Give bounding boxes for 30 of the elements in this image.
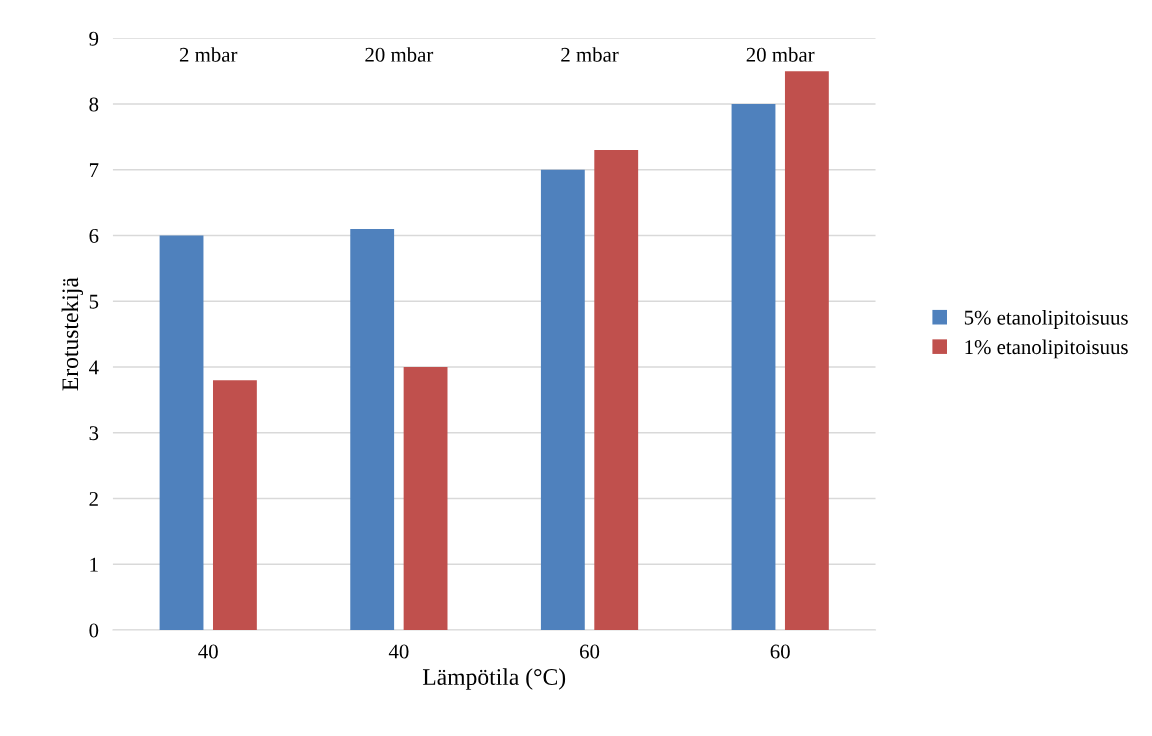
bar	[159, 235, 204, 631]
legend-label: 5% etanolipitoisuus	[964, 310, 1128, 329]
x-axis-title: Lämpötila (°C)	[422, 668, 566, 690]
y-tick-label: 8	[89, 97, 99, 112]
y-tick-label: 3	[89, 426, 99, 441]
bar	[731, 104, 776, 631]
bar	[540, 169, 585, 631]
y-tick-label: 6	[89, 228, 99, 243]
annotation: 20 mbar	[746, 47, 815, 62]
y-tick-label: 4	[89, 360, 99, 375]
bar	[594, 150, 639, 631]
x-tick-label: 40	[198, 644, 218, 659]
annotation: 2 mbar	[561, 47, 619, 62]
x-tick-label: 60	[580, 644, 600, 659]
y-tick-label: 0	[89, 623, 99, 638]
bar	[350, 228, 395, 631]
y-tick-label: 7	[89, 163, 99, 177]
annotation: 20 mbar	[365, 47, 434, 62]
x-tick-label: 60	[770, 644, 790, 659]
bar	[403, 367, 448, 631]
y-tick-label: 9	[89, 31, 99, 46]
y-tick-label: 5	[89, 294, 99, 309]
legend-label: 1% etanolipitoisuus	[965, 339, 1128, 359]
bar	[784, 71, 829, 631]
bar	[212, 380, 257, 631]
annotation: 2 mbar	[179, 47, 238, 62]
x-tick-label: 40	[388, 644, 409, 659]
y-tick-label: 1	[90, 557, 98, 572]
y-tick-label: 2	[89, 491, 98, 506]
y-axis-title: Erotustekijä	[61, 277, 84, 391]
